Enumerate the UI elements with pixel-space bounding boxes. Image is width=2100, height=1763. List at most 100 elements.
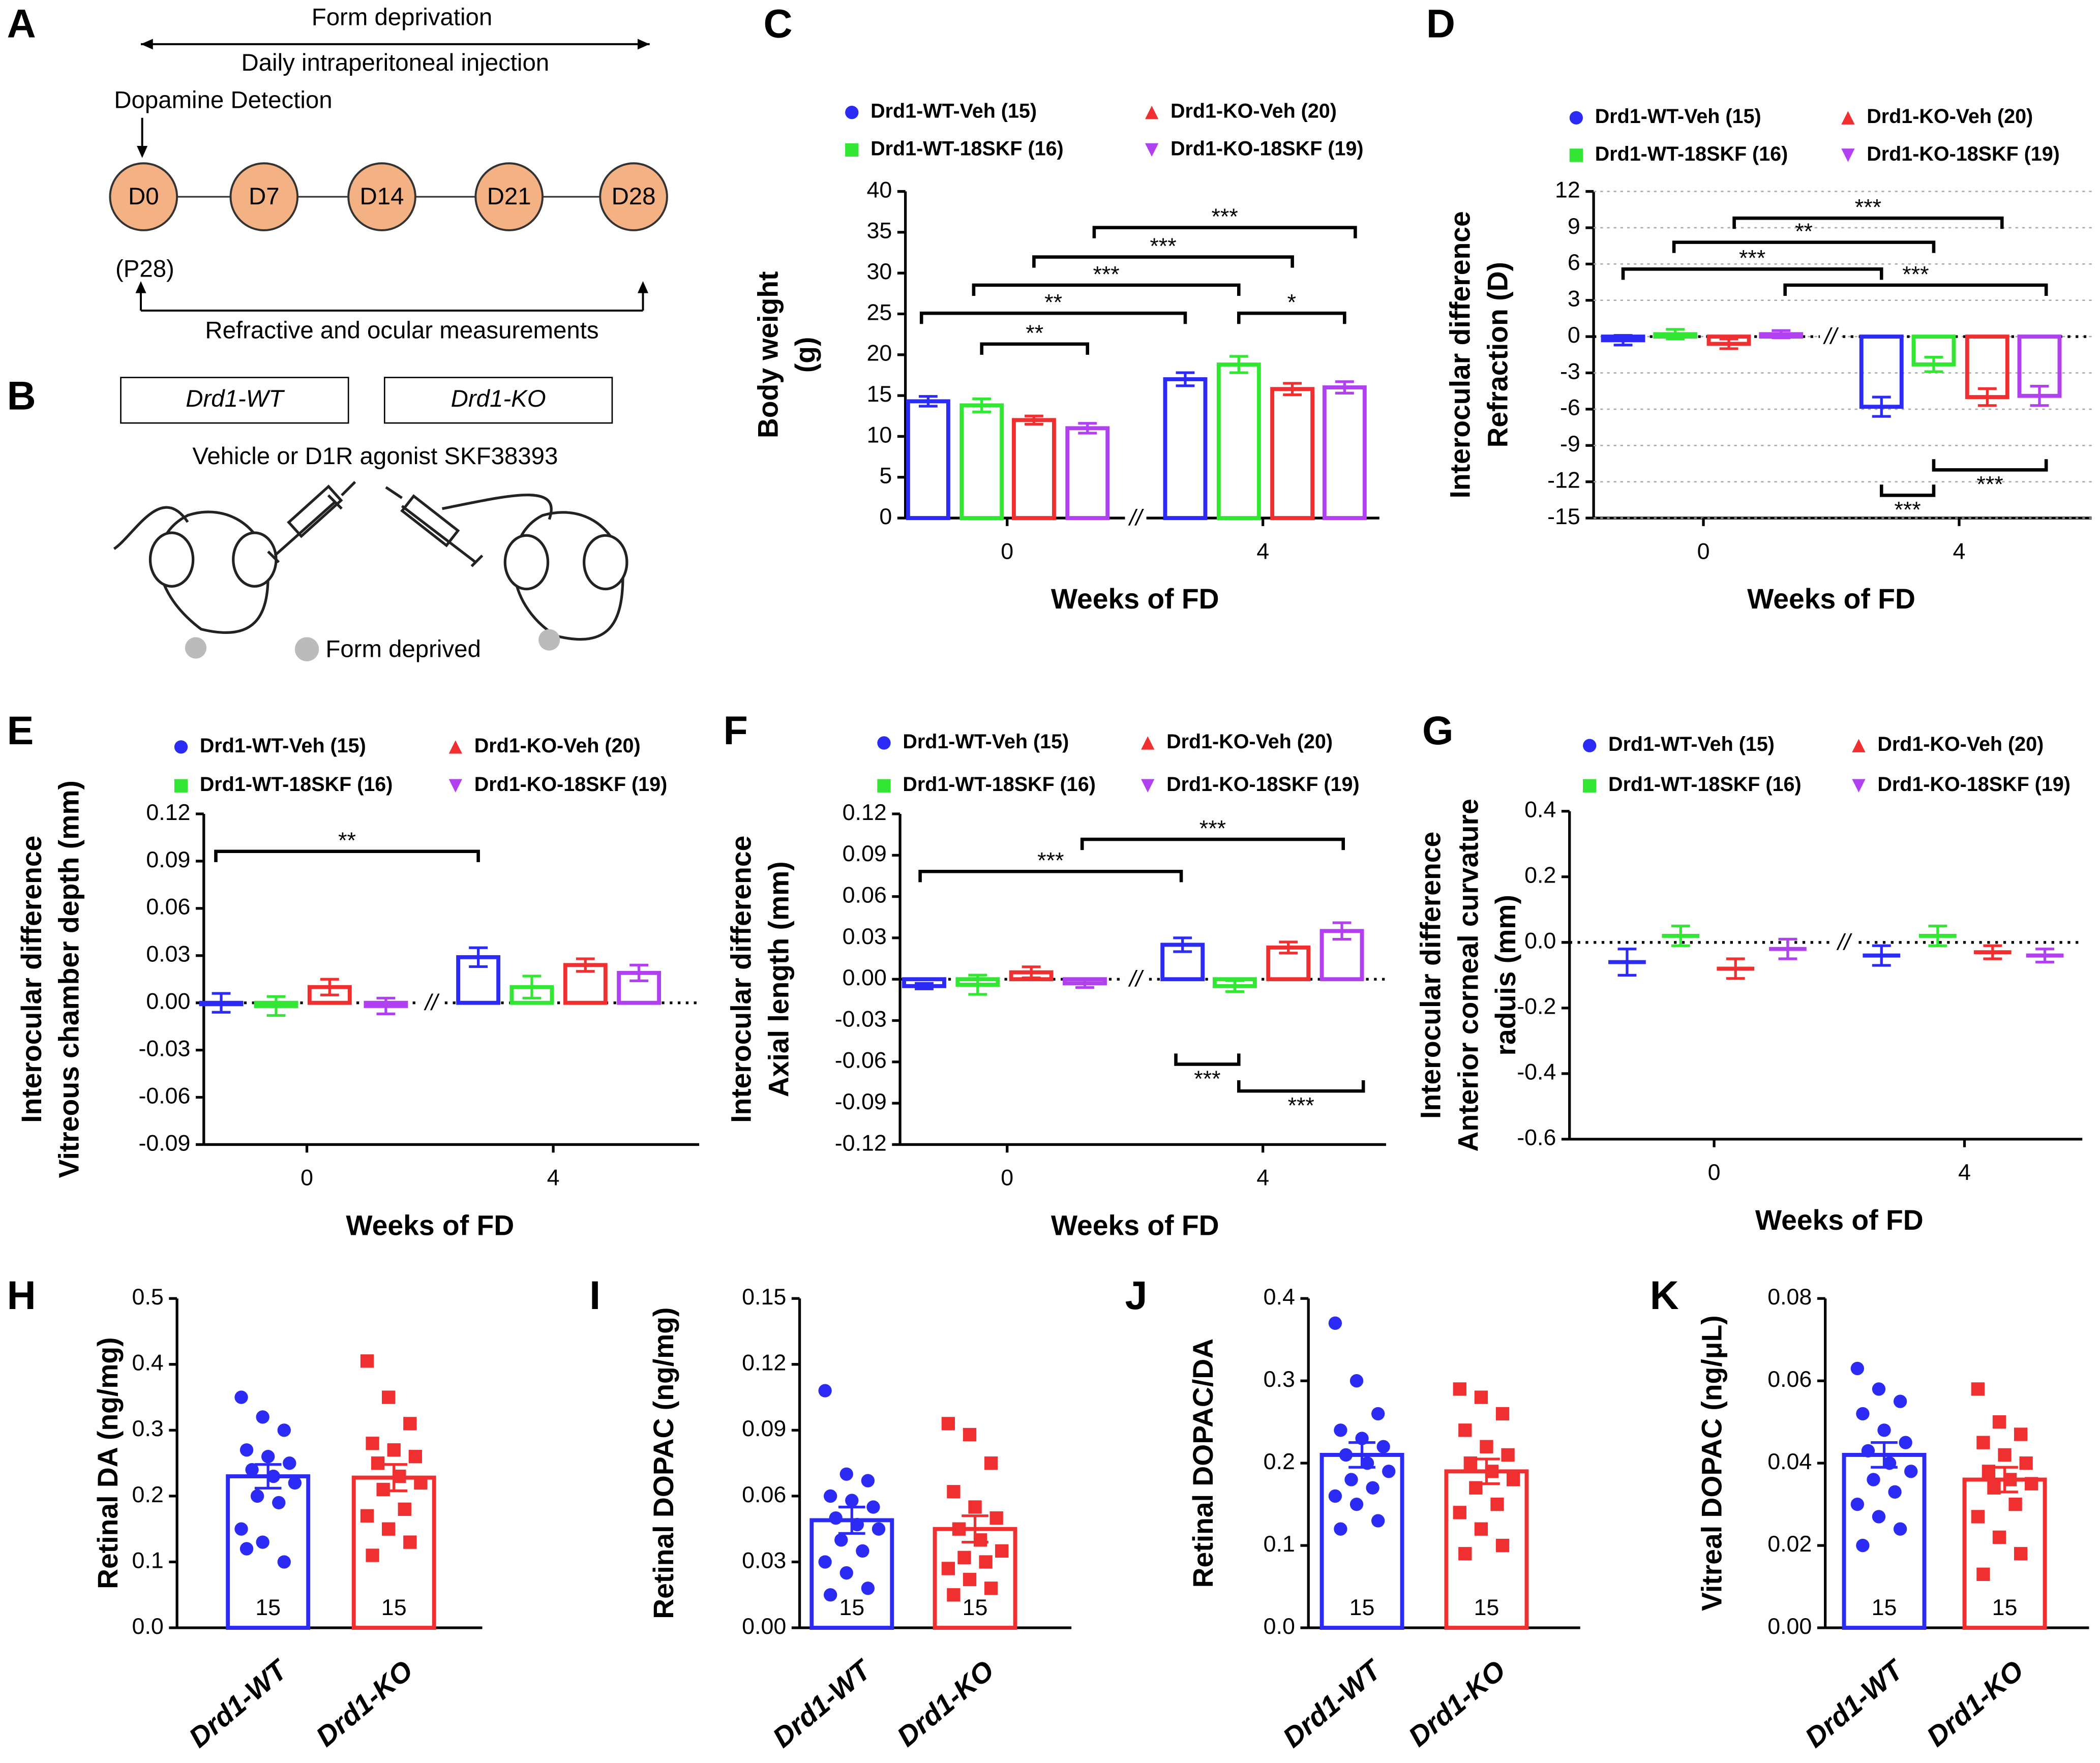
form-deprived-eye [185,637,207,659]
error-bar [1279,940,1298,955]
y-tick-label: -0.03 [138,1036,190,1061]
label: Form deprivation [312,4,492,31]
y-tick-label: -0.09 [138,1130,190,1156]
error-bar [1726,957,1745,980]
legend-swatch [1569,111,1583,125]
y-tick-label: 0.09 [742,1416,786,1441]
data-point [861,1474,875,1487]
error-bar [1617,948,1637,977]
significance-label: *** [1976,472,2003,497]
legend-swatch [448,779,462,793]
y-tick-label: 0.08 [1767,1284,1812,1310]
x-tick-label: 4 [547,1165,560,1191]
error-bar [1928,924,1947,947]
y-tick-label: 0.00 [742,1614,786,1639]
data-point [1867,1473,1880,1486]
x-tick-label: Drd1-WT [1799,1653,1911,1753]
bar [1322,385,1367,521]
data-point [947,1588,961,1602]
data-point [234,1390,248,1404]
error-bar [1348,1441,1375,1469]
error-bar [1778,937,1797,960]
x-tick-label: 4 [1958,1160,1971,1185]
x-tick-label: 0 [1708,1160,1721,1185]
legend-label: Drd1-KO-Veh (20) [1867,105,2033,128]
data-point [818,1555,832,1569]
data-point [1861,1444,1875,1458]
data-point [1856,1538,1870,1553]
data-point [239,1443,254,1457]
y-tick-label: 9 [1568,214,1580,239]
error-bar [918,395,938,408]
panel-letter: J [1125,1272,1147,1318]
x-tick-label: 0 [1697,538,1710,564]
legend-swatch [1841,111,1855,125]
axis-break-gap [1125,504,1147,532]
n-label: 15 [1872,1595,1897,1620]
data-point [234,1522,248,1536]
data-point [1976,1567,1990,1581]
mouse [113,506,278,634]
data-point [1328,1489,1342,1503]
y-tick-label: 0.0 [1264,1614,1295,1639]
timepoint-node [229,162,299,231]
x-tick-label: Drd1-WT [1277,1653,1389,1753]
bar [1065,426,1110,521]
data-point [272,1496,286,1510]
legend-label: Drd1-KO-Veh (20) [1166,731,1333,753]
error-bar [1666,328,1685,341]
significance-label: *** [1212,204,1238,229]
y-tick-label: 0.06 [843,882,887,907]
error-bar [2035,948,2054,964]
y-axis-label: Anterior corneal curvature [1452,799,1484,1151]
error-bar [962,1514,988,1544]
data-point [1339,1448,1353,1462]
timepoint-node [474,162,544,231]
y-axis-label: Retinal DOPAC/DA [1187,1339,1219,1588]
x-axis-label: Weeks of FD [1747,583,1915,615]
data-point [1453,1506,1466,1519]
data-point [2014,1547,2028,1561]
significance-label: *** [1855,195,1881,220]
axis-break: // [1823,324,1839,349]
data-point [283,1456,296,1470]
data-point [1458,1423,1472,1437]
significance-label: *** [1894,497,1921,523]
data-point [245,1463,259,1477]
data-point [408,1450,423,1464]
data-point [1328,1316,1342,1330]
error-bar [1024,414,1043,425]
bar [1216,362,1261,521]
data-point [963,1572,977,1587]
y-tick-label: 0.5 [132,1284,164,1310]
legend-swatch [1852,739,1866,752]
data-point [941,1417,955,1431]
data-point [2025,1477,2038,1491]
significance-bracket [1032,255,1294,268]
y-axis-label: Body weight [752,271,784,439]
data-point [839,1467,853,1481]
significance-label: *** [1150,233,1176,259]
significance-label: *** [1288,1093,1314,1118]
n-label: 15 [255,1595,281,1620]
y-tick-label: 0.2 [1524,863,1556,888]
form-deprived-eye [538,629,560,651]
panel-letter: E [7,708,34,753]
axis-break: // [424,990,440,1015]
y-tick-label: 0 [879,504,892,529]
data-point [1893,1394,1907,1408]
error-bar [320,978,339,996]
legend-swatch [1141,779,1155,793]
data-point [834,1533,848,1547]
y-tick-label: -0.09 [835,1089,887,1114]
y-tick-label: -3 [1560,358,1580,384]
legend-label: Drd1-WT-18SKF (16) [1608,773,1802,796]
error-bar [376,996,396,1015]
data-point [1480,1440,1493,1453]
data-point [1344,1473,1358,1486]
legend-swatch [845,143,859,157]
y-tick-label: -0.06 [835,1048,887,1073]
error-bar [915,982,934,990]
legend-swatch [174,779,188,793]
